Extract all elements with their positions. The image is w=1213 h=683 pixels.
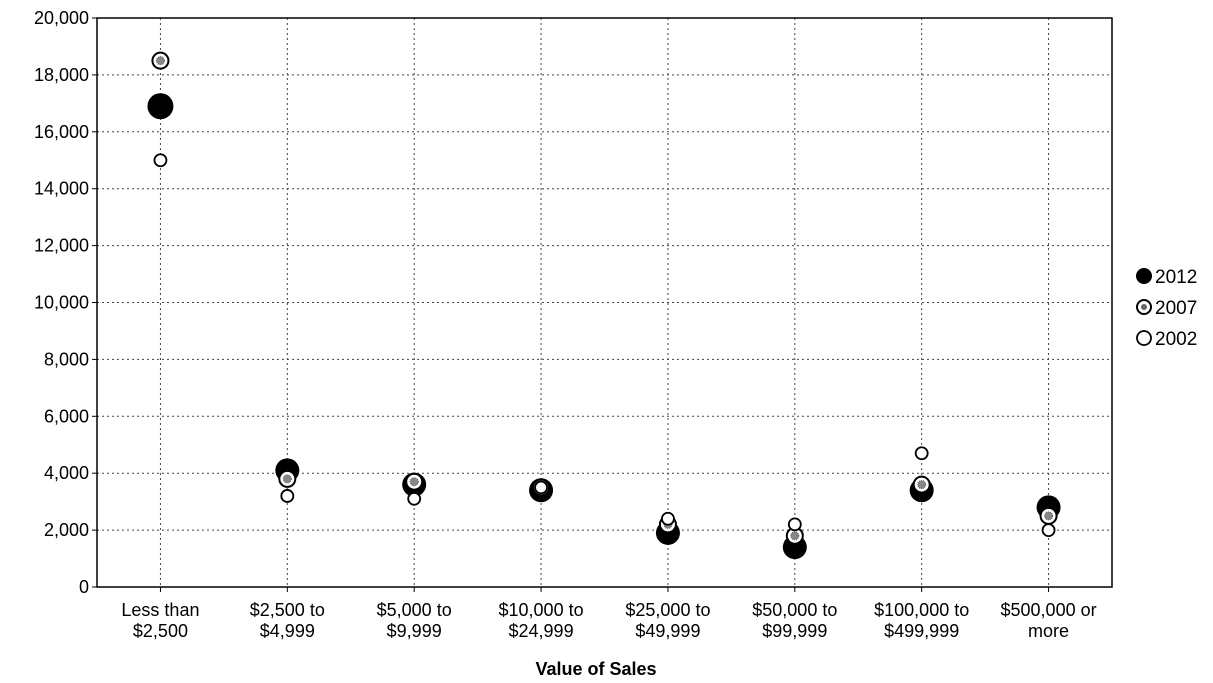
y-tick-label: 20,000 <box>34 8 89 28</box>
legend-swatch <box>1136 330 1152 346</box>
marker-2012-0 <box>147 93 174 120</box>
legend: 2012 2007 2002 <box>1136 267 1197 350</box>
marker-2007-6 <box>912 475 931 494</box>
legend-label: 2002 <box>1155 329 1197 350</box>
marker-2002-0 <box>153 153 168 168</box>
gridlines <box>97 18 1112 587</box>
x-tick-label: $500,000 or more <box>1001 600 1097 641</box>
marker-2002-3 <box>534 480 548 495</box>
x-tick-label: $10,000 to $24,999 <box>499 600 584 641</box>
data-markers <box>147 51 1061 560</box>
marker-2007-2 <box>405 472 424 491</box>
y-tick-label: 16,000 <box>34 122 89 142</box>
x-tick-label: Less than $2,500 <box>121 600 199 641</box>
marker-2002-7 <box>1041 523 1056 537</box>
y-tick-label: 12,000 <box>34 236 89 256</box>
legend-item-2002: 2002 <box>1136 329 1197 350</box>
marker-2007-1 <box>278 469 297 488</box>
x-tick-label: $50,000 to $99,999 <box>752 600 837 641</box>
x-tick-label: $5,000 to $9,999 <box>377 600 452 641</box>
marker-2002-2 <box>407 491 422 506</box>
marker-2002-4 <box>661 511 675 526</box>
legend-label: 2012 <box>1155 267 1197 288</box>
marker-2007-0 <box>151 51 170 70</box>
marker-2007-5 <box>785 526 804 545</box>
x-axis-tick-labels: Less than $2,500 $2,500 to $4,999 $5,000 to $… <box>121 587 1097 641</box>
plot-area-frame <box>96 17 1113 588</box>
y-tick-label: 6,000 <box>44 406 89 426</box>
legend-item-2012: 2012 <box>1136 267 1197 288</box>
legend-swatch <box>1136 268 1152 284</box>
x-tick-label: $25,000 to $49,999 <box>625 600 710 641</box>
legend-swatch <box>1136 299 1152 315</box>
y-tick-label: 0 <box>79 577 89 597</box>
legend-label: 2007 <box>1155 298 1197 319</box>
x-tick-label: $100,000 to $499,999 <box>874 600 969 641</box>
marker-2002-1 <box>280 489 295 503</box>
legend-item-2007: 2007 <box>1136 298 1197 319</box>
y-tick-label: 8,000 <box>44 349 89 369</box>
y-tick-label: 4,000 <box>44 463 89 483</box>
marker-2002-5 <box>787 517 802 532</box>
marker-2002-6 <box>914 446 929 461</box>
y-tick-label: 18,000 <box>34 65 89 85</box>
y-tick-label: 14,000 <box>34 179 89 199</box>
marker-2007-7 <box>1039 506 1058 525</box>
y-axis-tick-labels: 0 2,000 4,000 6,000 8,000 10,000 12,000 14,000 1… <box>34 8 97 597</box>
x-axis-title: Value of Sales <box>535 659 656 679</box>
y-tick-label: 10,000 <box>34 293 89 313</box>
y-tick-label: 2,000 <box>44 520 89 540</box>
x-tick-label: $2,500 to $4,999 <box>250 600 325 641</box>
